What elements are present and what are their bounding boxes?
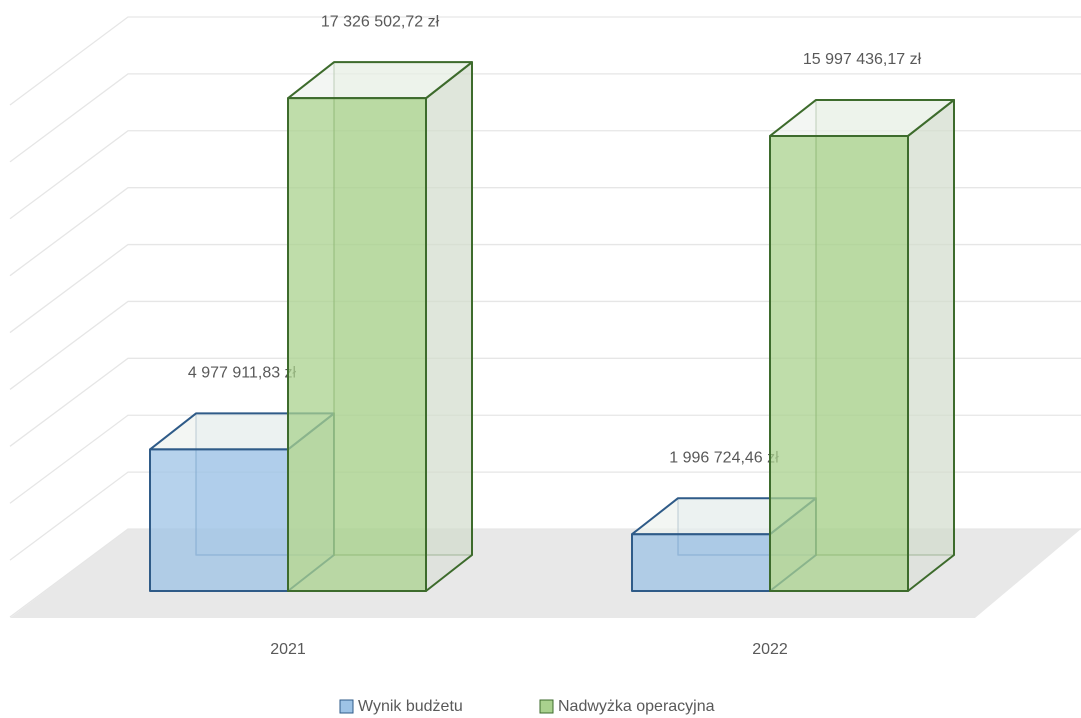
grid-line — [9, 300, 1081, 390]
bar-front — [287, 97, 427, 592]
legend-swatch — [539, 699, 554, 714]
grid-line — [9, 414, 1081, 504]
grid-line — [9, 130, 1081, 220]
grid-line — [9, 471, 1081, 561]
data-label: 15 997 436,17 zł — [803, 51, 922, 68]
grid-line — [9, 16, 1081, 106]
legend-label: Nadwyżka operacyjna — [558, 698, 715, 715]
grid-line — [9, 357, 1081, 447]
x-tick-label: 2021 — [270, 641, 306, 658]
grid-line — [9, 243, 1081, 334]
data-label: 1 996 724,46 zł — [669, 449, 779, 466]
grid-line — [9, 73, 1081, 163]
data-label: 17 326 502,72 zł — [321, 13, 440, 30]
data-label: 4 977 911,83 zł — [188, 365, 297, 382]
legend-swatch — [339, 699, 354, 714]
x-tick-label: 2022 — [752, 641, 788, 658]
bar — [287, 61, 473, 592]
bar-front — [631, 533, 771, 592]
grid-line — [9, 187, 1081, 277]
bar — [769, 98, 955, 592]
bar-side — [907, 98, 955, 592]
bar-side — [425, 61, 473, 592]
legend-label: Wynik budżetu — [358, 698, 463, 715]
bar-front — [769, 134, 909, 592]
bar-front — [149, 448, 289, 592]
